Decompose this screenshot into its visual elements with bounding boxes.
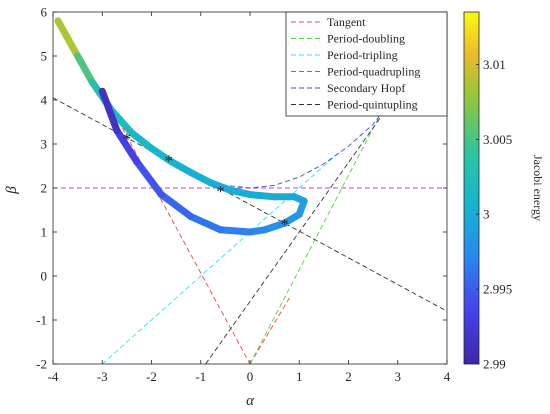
legend-label: Period-doubling <box>327 32 405 46</box>
legend-label: Period-quintupling <box>327 98 418 112</box>
orbit-family-segment <box>133 158 165 199</box>
x-tick-label: -2 <box>146 369 157 384</box>
colorbar-tick-label: 2.99 <box>483 357 506 372</box>
legend-label: Period-quadrupling <box>327 65 420 79</box>
orbit-family-segment <box>187 213 224 234</box>
orbit-family-segment <box>128 129 155 152</box>
orbit-family-segment <box>246 191 279 201</box>
legend-box <box>285 11 448 117</box>
x-tick-label: 1 <box>296 369 303 384</box>
x-tick-label: 3 <box>395 369 402 384</box>
y-axis-label: β <box>4 186 20 195</box>
colorbar-tick-label: 3 <box>483 207 490 222</box>
legend-label: Secondary Hopf <box>327 81 405 95</box>
x-tick-label: 2 <box>345 369 352 384</box>
orbit-family-segment <box>148 144 175 166</box>
y-tick-label: 3 <box>41 137 48 152</box>
orbit-family-segment <box>157 191 195 221</box>
y-tick-label: 4 <box>41 93 48 108</box>
series-line-period-quintupling <box>205 99 394 364</box>
x-tick-label: -1 <box>195 369 206 384</box>
y-tick-label: 5 <box>41 49 48 64</box>
series-line-tangent <box>249 297 290 364</box>
legend-label: Period-tripling <box>327 48 398 62</box>
series-line-period-doubling <box>249 99 389 364</box>
y-tick-label: -2 <box>36 357 47 372</box>
series-layer: * * * * <box>53 17 447 364</box>
bifurcation-point-marker: * <box>216 182 225 201</box>
colorbar-gradient <box>463 11 480 365</box>
colorbar: Jacobi energy 2.99 2.995 3 3.005 3.01 <box>463 11 545 372</box>
bifurcation-point-marker: * <box>280 215 289 234</box>
legend: Tangent Period-doubling Period-tripling Per… <box>285 11 448 117</box>
colorbar-tick-label: 3.005 <box>483 132 512 147</box>
orbit-family-segment <box>74 52 96 86</box>
bifurcation-point-marker: * <box>164 151 173 170</box>
orbit-family-segment <box>167 158 195 177</box>
y-tick-label: 0 <box>41 269 48 284</box>
series-line-secondary-hopf <box>170 104 389 189</box>
orbit-family-segment <box>113 127 141 166</box>
y-tick-label: 1 <box>41 225 48 240</box>
orbit-family-segment <box>187 169 215 187</box>
colorbar-tick-label: 3.01 <box>483 57 506 72</box>
orbit-family-segment <box>207 179 234 194</box>
orbit-family-segment <box>98 87 121 135</box>
bifurcation-point-marker: * <box>123 129 132 148</box>
y-tick-label: -1 <box>36 313 47 328</box>
x-axis-label: α <box>246 393 255 409</box>
series-line-tangent <box>106 99 251 364</box>
y-tick-label: 2 <box>41 181 48 196</box>
x-tick-label: 4 <box>444 369 451 384</box>
series-line-period-quintupling <box>53 97 447 312</box>
colorbar-label: Jacobi energy <box>531 155 545 221</box>
axes-layer: -4 -3 -2 -1 0 1 2 3 4 -2 -1 0 1 2 3 4 5 6 <box>36 5 451 385</box>
colorbar-tick-label: 2.995 <box>483 282 512 297</box>
y-tick-label: 6 <box>41 5 48 20</box>
orbit-family-segment <box>108 107 136 137</box>
orbit-family-segment <box>54 17 82 60</box>
legend-label: Tangent <box>327 15 366 29</box>
orbit-family-segment <box>216 226 254 236</box>
x-tick-label: -3 <box>97 369 108 384</box>
x-tick-label: 0 <box>247 369 254 384</box>
series-line-period-tripling <box>101 152 339 364</box>
x-tick-label: -4 <box>48 369 59 384</box>
